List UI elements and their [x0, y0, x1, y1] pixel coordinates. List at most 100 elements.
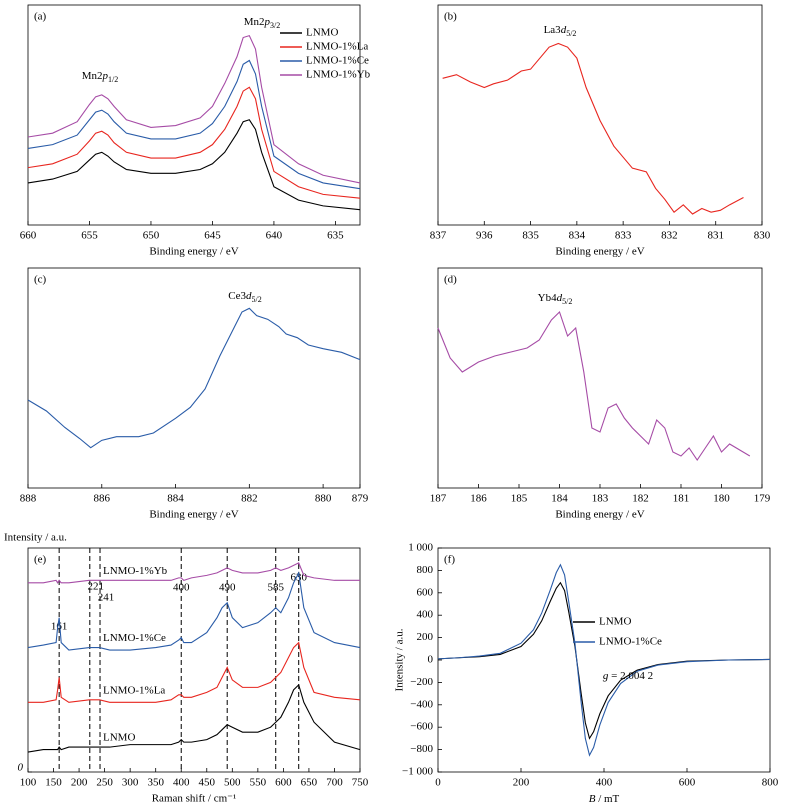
annotation-part: 5/2: [566, 29, 576, 38]
x-tick-label: 936: [476, 230, 493, 242]
x-tick-label: 880: [315, 493, 332, 505]
x-tick-label: 183: [592, 493, 609, 505]
annotation: Ce3d5/2: [228, 290, 261, 305]
x-tick-label: 187: [430, 493, 447, 505]
annotation-part: d: [561, 24, 567, 36]
data-line: [437, 310, 751, 461]
x-tick-label: 886: [94, 493, 111, 505]
x-tick-label: 100: [20, 777, 37, 789]
data-line: [27, 571, 361, 651]
y-axis-label: Intensity / a.u.: [394, 628, 406, 691]
x-tick-label: 635: [327, 230, 344, 242]
data-line: [28, 562, 360, 584]
x-tick-label: 600: [679, 777, 696, 789]
panel-label: (c): [34, 274, 47, 286]
reference-label: 400: [173, 582, 190, 594]
x-axis-label: Binding energy / eV: [555, 509, 644, 521]
data-line: [28, 641, 361, 703]
legend-label: LNMO-1%Yb: [306, 69, 371, 81]
x-tick-label: 250: [96, 777, 113, 789]
x-tick-label: 184: [551, 493, 568, 505]
y-tick-label: −600: [410, 721, 433, 733]
legend-label: LNMO: [306, 27, 338, 39]
annotation-part: 3/2: [270, 21, 280, 30]
x-tick-label: 0: [435, 777, 441, 789]
data-line: [27, 86, 361, 199]
annotation: Yb4d5/2: [538, 292, 573, 307]
annotation-part: Mn2: [82, 70, 103, 82]
data-line: [27, 307, 361, 449]
annotation-part: Mn2: [244, 16, 265, 28]
panel-label: (a): [34, 11, 47, 23]
annotation-part: Yb4: [538, 292, 557, 304]
x-tick-label: 650: [301, 777, 318, 789]
annotation: Mn2p1/2: [82, 70, 119, 85]
annotation: g = 2.004 2: [603, 670, 653, 682]
x-tick-label: 179: [754, 493, 771, 505]
x-tick-label: 186: [470, 493, 487, 505]
x-axis-label-part: B: [589, 793, 596, 805]
x-tick-label: 200: [71, 777, 88, 789]
annotation-part: 5/2: [562, 297, 572, 306]
x-tick-label: 200: [513, 777, 530, 789]
panel-label: (f): [444, 554, 455, 566]
annotation-part: p: [264, 16, 271, 28]
y-axis-label: Intensity / a.u.: [4, 532, 67, 544]
panel-label: (e): [34, 554, 47, 566]
annotation-part: 5/2: [252, 295, 262, 304]
reference-label: 161: [51, 621, 68, 633]
y-tick-label: 0: [18, 762, 24, 774]
series-label: LNMO-1%La: [103, 684, 165, 696]
y-tick-label: 400: [417, 609, 434, 621]
plot-frame: [437, 267, 763, 489]
x-tick-label: 550: [250, 777, 267, 789]
annotation: Mn2p3/2: [244, 16, 281, 31]
x-tick-label: 400: [173, 777, 190, 789]
y-tick-label: −200: [410, 676, 433, 688]
data-line: [27, 119, 361, 211]
series-label: LNMO: [103, 732, 135, 744]
reference-label: 585: [267, 582, 284, 594]
x-tick-label: 500: [224, 777, 241, 789]
data-line: [27, 34, 361, 184]
x-tick-label: 800: [762, 777, 779, 789]
data-line: [437, 563, 771, 757]
legend-label: LNMO-1%Ce: [306, 55, 369, 67]
legend-label: LNMO-1%Ce: [599, 636, 662, 648]
series-label: LNMO-1%Ce: [103, 632, 166, 644]
annotation-part: 1/2: [108, 75, 118, 84]
x-axis-label: Raman shift / cm⁻¹: [152, 793, 237, 805]
annotation-part: La3: [544, 24, 562, 36]
x-axis-label: Binding energy / eV: [149, 509, 238, 521]
x-tick-label: 150: [45, 777, 62, 789]
x-tick-label: 831: [707, 230, 724, 242]
x-tick-label: 650: [143, 230, 160, 242]
annotation-part: g: [603, 670, 609, 682]
annotation-part: d: [557, 292, 563, 304]
x-tick-label: 185: [511, 493, 528, 505]
x-tick-label: 350: [147, 777, 164, 789]
x-tick-label: 833: [615, 230, 632, 242]
y-tick-label: 1 000: [408, 542, 433, 554]
x-tick-label: 655: [81, 230, 98, 242]
legend-label: LNMO-1%La: [306, 41, 368, 53]
y-tick-label: −1 000: [402, 766, 433, 778]
legend-label: LNMO: [599, 616, 631, 628]
x-tick-label: 879: [352, 493, 369, 505]
annotation-part: = 2.004 2: [608, 670, 653, 682]
y-tick-label: 600: [417, 586, 434, 598]
x-tick-label: 645: [204, 230, 221, 242]
reference-label: 241: [98, 592, 115, 604]
x-tick-label: 700: [326, 777, 343, 789]
x-tick-label: 660: [20, 230, 37, 242]
y-tick-label: 800: [417, 564, 434, 576]
y-tick-label: −800: [410, 743, 433, 755]
plot-frame: [437, 4, 763, 226]
data-line: [27, 683, 361, 753]
y-tick-label: 0: [428, 654, 434, 666]
plot-frame: [27, 4, 361, 226]
x-tick-label: 300: [122, 777, 139, 789]
panel-label: (d): [444, 274, 457, 286]
annotation-part: p: [102, 70, 109, 82]
